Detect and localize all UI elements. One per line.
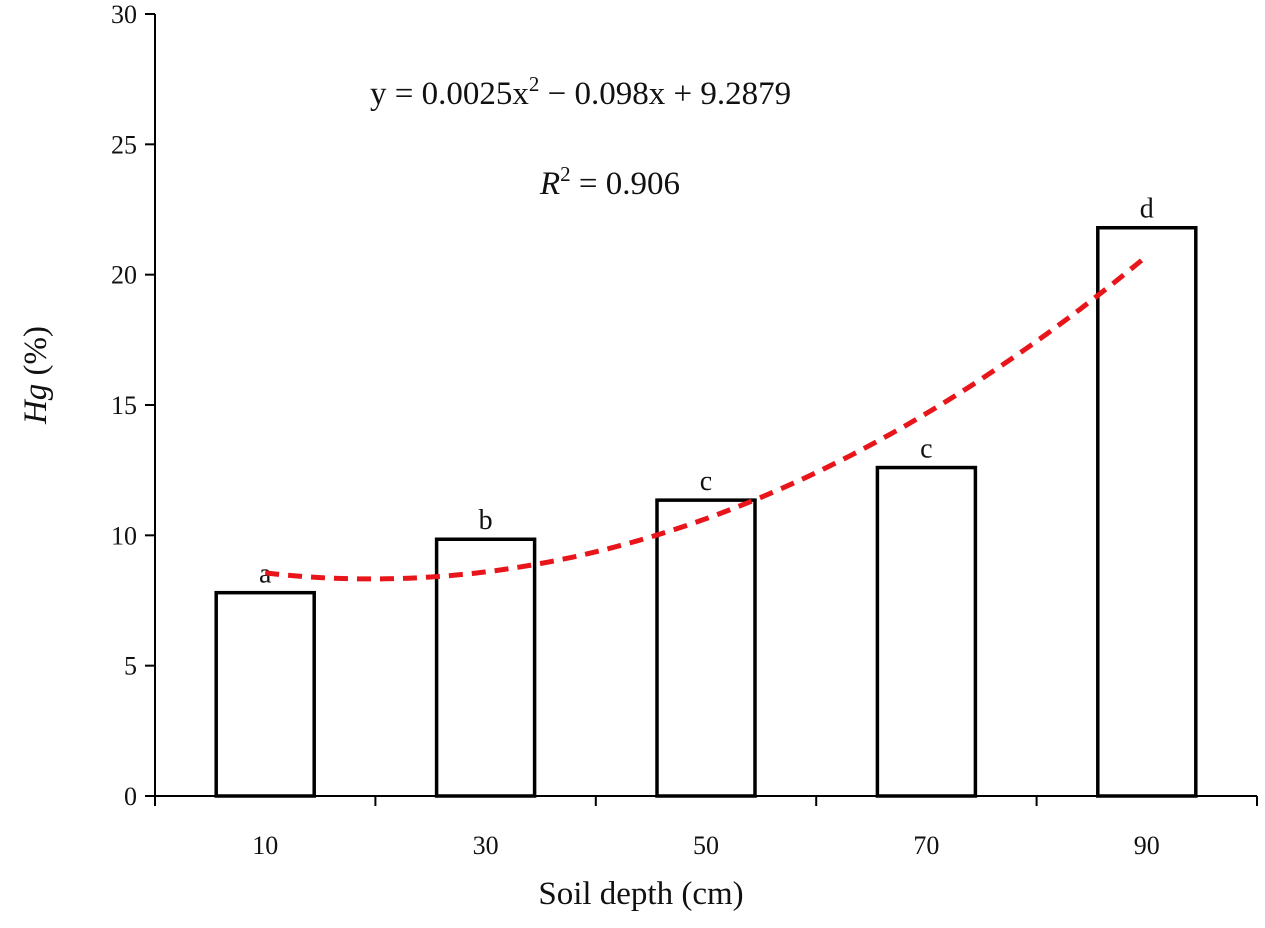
y-tick-label: 10	[111, 521, 137, 550]
significance-letter: c	[920, 434, 932, 465]
y-tick-label: 30	[111, 0, 137, 29]
trendline	[264, 254, 1149, 582]
bar	[434, 537, 537, 798]
x-tick-label: 30	[473, 831, 499, 860]
x-tick-label: 90	[1134, 831, 1160, 860]
y-axis-title: Hg (%)	[18, 326, 54, 425]
r-squared: R2 = 0.906	[539, 162, 680, 202]
trend-equation: y = 0.0025x2 − 0.098x + 9.2879	[370, 72, 791, 112]
x-tick-label: 10	[252, 831, 278, 860]
x-tick-label: 50	[693, 831, 719, 860]
significance-letter: b	[479, 505, 493, 536]
bar	[875, 465, 978, 798]
y-tick-label: 20	[111, 261, 137, 290]
y-tick-label: 5	[124, 652, 137, 681]
y-tick-label: 0	[124, 782, 137, 811]
x-axis-title: Soil depth (cm)	[538, 876, 743, 912]
y-tick-label: 25	[111, 130, 137, 159]
bar	[1096, 225, 1198, 798]
y-tick-label: 15	[111, 391, 137, 420]
bar	[655, 498, 757, 798]
significance-letter: c	[700, 466, 712, 497]
significance-letter: d	[1140, 194, 1154, 225]
bar	[214, 590, 316, 798]
x-tick-label: 70	[913, 831, 939, 860]
